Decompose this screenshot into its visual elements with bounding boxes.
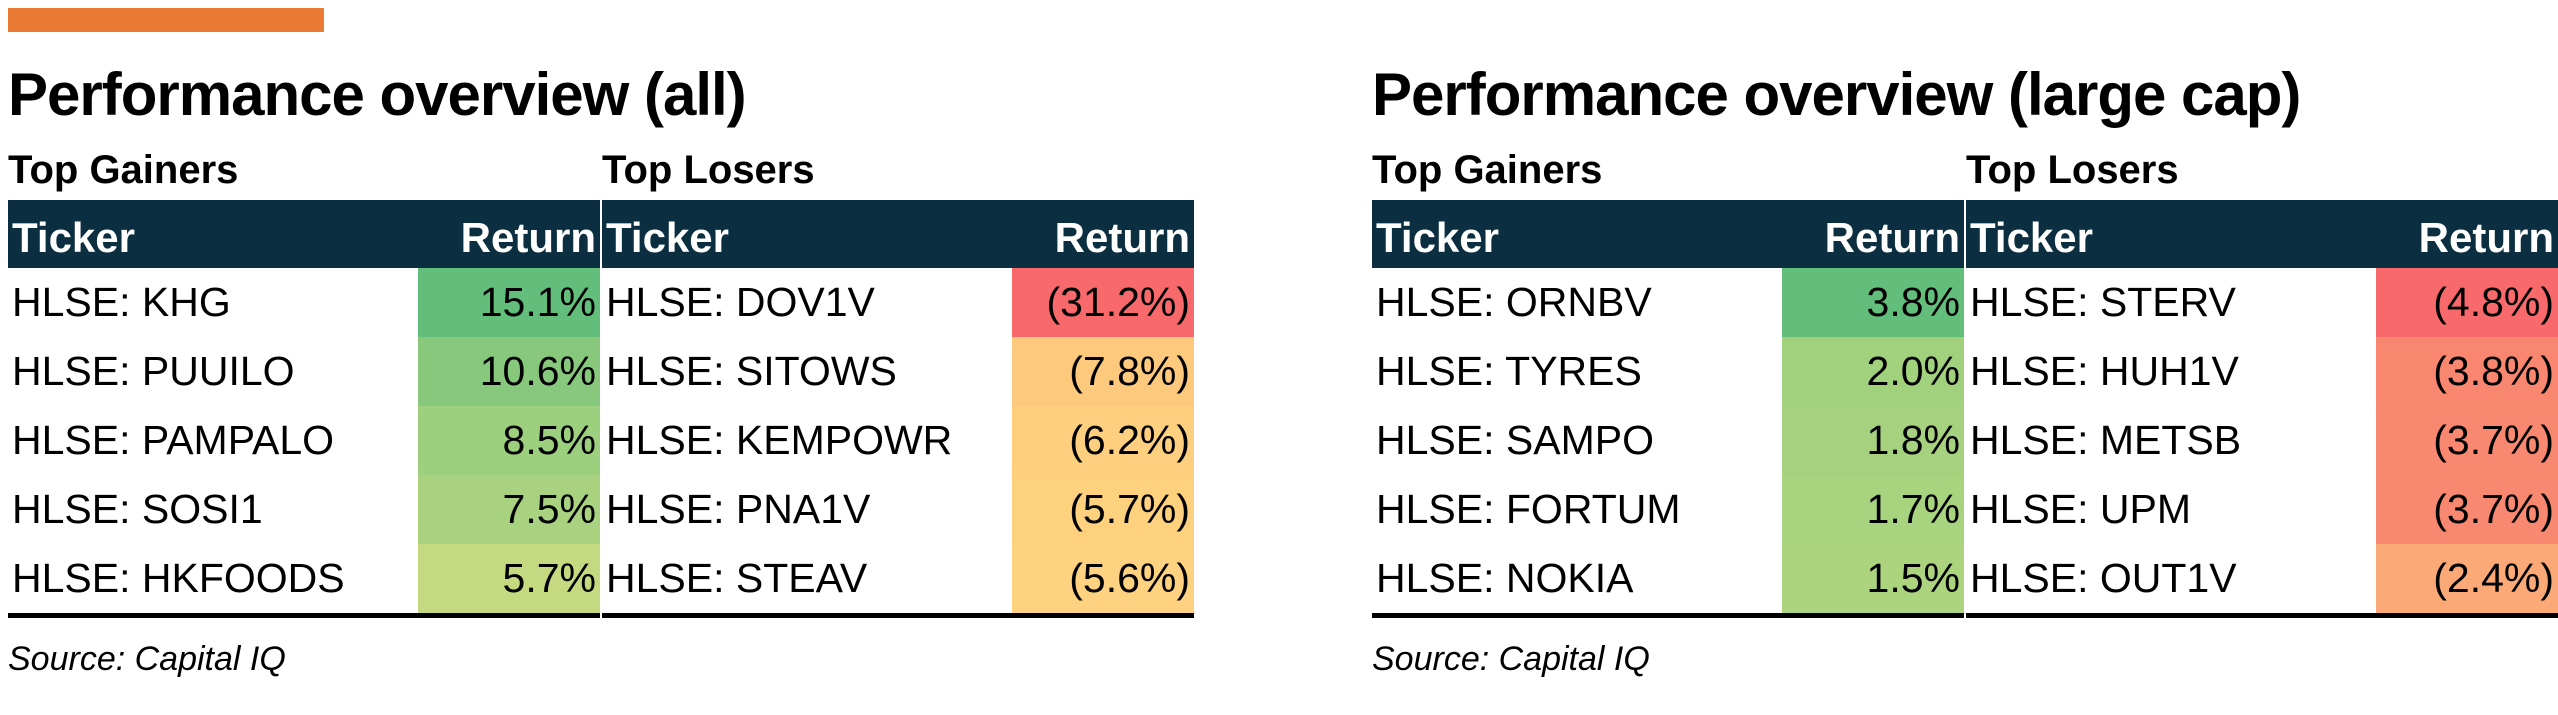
return-cell: 1.8% [1782, 406, 1964, 475]
ticker-cell: HLSE: KHG [12, 279, 231, 325]
panel-title: Performance overview (large cap) [1372, 61, 2301, 128]
top-losers-group: Top Losers Ticker Return HLSE: DOV1V (31… [602, 140, 1194, 618]
ticker-cell: HLSE: FORTUM [1376, 486, 1681, 532]
table-header-row: Ticker Return [8, 200, 600, 268]
table-header-row: Ticker Return [1966, 200, 2558, 268]
ticker-cell: HLSE: STEAV [602, 544, 1012, 618]
source-note: Source: Capital IQ [8, 640, 286, 678]
table-row: HLSE: HUH1V (3.8%) [1966, 337, 2558, 406]
group-title: Top Gainers [8, 148, 239, 192]
ticker-cell: HLSE: SOSI1 [12, 486, 263, 532]
return-cell: (31.2%) [1012, 268, 1194, 337]
ticker-cell: HLSE: OUT1V [1966, 544, 2376, 618]
return-cell: 3.8% [1782, 268, 1964, 337]
table-row: HLSE: STERV (4.8%) [1966, 268, 2558, 337]
group-title: Top Losers [1966, 148, 2179, 192]
col-header-return: Return [418, 200, 600, 268]
ticker-cell: HLSE: HUH1V [1970, 348, 2239, 394]
losers-table: Ticker Return HLSE: STERV (4.8%) HLSE: H… [1966, 200, 2558, 618]
ticker-cell: HLSE: SITOWS [606, 348, 897, 394]
ticker-cell: HLSE: SAMPO [1376, 417, 1654, 463]
table-header-row: Ticker Return [602, 200, 1194, 268]
group-title: Top Losers [602, 148, 815, 192]
col-header-ticker: Ticker [8, 200, 418, 268]
return-cell: (3.8%) [2376, 337, 2558, 406]
col-header-ticker: Ticker [1966, 200, 2376, 268]
return-cell: (3.7%) [2376, 406, 2558, 475]
table-row: HLSE: KEMPOWR (6.2%) [602, 406, 1194, 475]
losers-table: Ticker Return HLSE: DOV1V (31.2%) HLSE: … [602, 200, 1194, 618]
table-row: HLSE: NOKIA 1.5% [1372, 544, 1964, 618]
source-note: Source: Capital IQ [1372, 640, 1650, 678]
ticker-cell: HLSE: PUUILO [12, 348, 295, 394]
panel-large-cap: Performance overview (large cap) Top Gai… [1372, 0, 2558, 715]
return-cell: 2.0% [1782, 337, 1964, 406]
return-cell: (2.4%) [2376, 544, 2558, 618]
return-cell: 10.6% [418, 337, 600, 406]
table-row: HLSE: SAMPO 1.8% [1372, 406, 1964, 475]
table-row: HLSE: DOV1V (31.2%) [602, 268, 1194, 337]
ticker-cell: HLSE: ORNBV [1376, 279, 1652, 325]
table-row: HLSE: METSB (3.7%) [1966, 406, 2558, 475]
col-header-return: Return [1012, 200, 1194, 268]
return-cell: (5.7%) [1012, 475, 1194, 544]
accent-bar [8, 8, 324, 32]
top-gainers-group: Top Gainers Ticker Return HLSE: ORNBV 3.… [1372, 140, 1964, 618]
panel-title: Performance overview (all) [8, 61, 747, 128]
return-cell: (3.7%) [2376, 475, 2558, 544]
ticker-cell: HLSE: STERV [1970, 279, 2236, 325]
table-row: HLSE: PUUILO 10.6% [8, 337, 600, 406]
table-row: HLSE: FORTUM 1.7% [1372, 475, 1964, 544]
return-cell: (7.8%) [1012, 337, 1194, 406]
table-row: HLSE: PAMPALO 8.5% [8, 406, 600, 475]
ticker-cell: HLSE: DOV1V [606, 279, 875, 325]
col-header-ticker: Ticker [602, 200, 1012, 268]
table-row: HLSE: UPM (3.7%) [1966, 475, 2558, 544]
ticker-cell: HLSE: NOKIA [1372, 544, 1782, 618]
return-cell: (4.8%) [2376, 268, 2558, 337]
table-row: HLSE: STEAV (5.6%) [602, 544, 1194, 618]
return-cell: 7.5% [418, 475, 600, 544]
panel-all: Performance overview (all) Top Gainers T… [8, 0, 1218, 715]
return-cell: 1.5% [1782, 544, 1964, 618]
return-cell: 1.7% [1782, 475, 1964, 544]
table-row: HLSE: HKFOODS 5.7% [8, 544, 600, 618]
ticker-cell: HLSE: HKFOODS [8, 544, 418, 618]
ticker-cell: HLSE: TYRES [1376, 348, 1642, 394]
gainers-table: Ticker Return HLSE: KHG 15.1% HLSE: PUUI… [8, 200, 600, 618]
table-row: HLSE: ORNBV 3.8% [1372, 268, 1964, 337]
table-row: HLSE: KHG 15.1% [8, 268, 600, 337]
return-cell: 15.1% [418, 268, 600, 337]
table-header-row: Ticker Return [1372, 200, 1964, 268]
table-row: HLSE: PNA1V (5.7%) [602, 475, 1194, 544]
ticker-cell: HLSE: UPM [1970, 486, 2191, 532]
ticker-cell: HLSE: PAMPALO [12, 417, 335, 463]
table-row: HLSE: OUT1V (2.4%) [1966, 544, 2558, 618]
return-cell: (5.6%) [1012, 544, 1194, 618]
col-header-return: Return [1782, 200, 1964, 268]
return-cell: 5.7% [418, 544, 600, 618]
col-header-ticker: Ticker [1372, 200, 1782, 268]
return-cell: (6.2%) [1012, 406, 1194, 475]
ticker-cell: HLSE: PNA1V [606, 486, 871, 532]
ticker-cell: HLSE: METSB [1970, 417, 2242, 463]
table-row: HLSE: SOSI1 7.5% [8, 475, 600, 544]
table-row: HLSE: TYRES 2.0% [1372, 337, 1964, 406]
return-cell: 8.5% [418, 406, 600, 475]
col-header-return: Return [2376, 200, 2558, 268]
ticker-cell: HLSE: KEMPOWR [606, 417, 953, 463]
top-losers-group: Top Losers Ticker Return HLSE: STERV (4.… [1966, 140, 2558, 618]
top-gainers-group: Top Gainers Ticker Return HLSE: KHG 15.1… [8, 140, 600, 618]
gainers-table: Ticker Return HLSE: ORNBV 3.8% HLSE: TYR… [1372, 200, 1964, 618]
table-row: HLSE: SITOWS (7.8%) [602, 337, 1194, 406]
group-title: Top Gainers [1372, 148, 1603, 192]
